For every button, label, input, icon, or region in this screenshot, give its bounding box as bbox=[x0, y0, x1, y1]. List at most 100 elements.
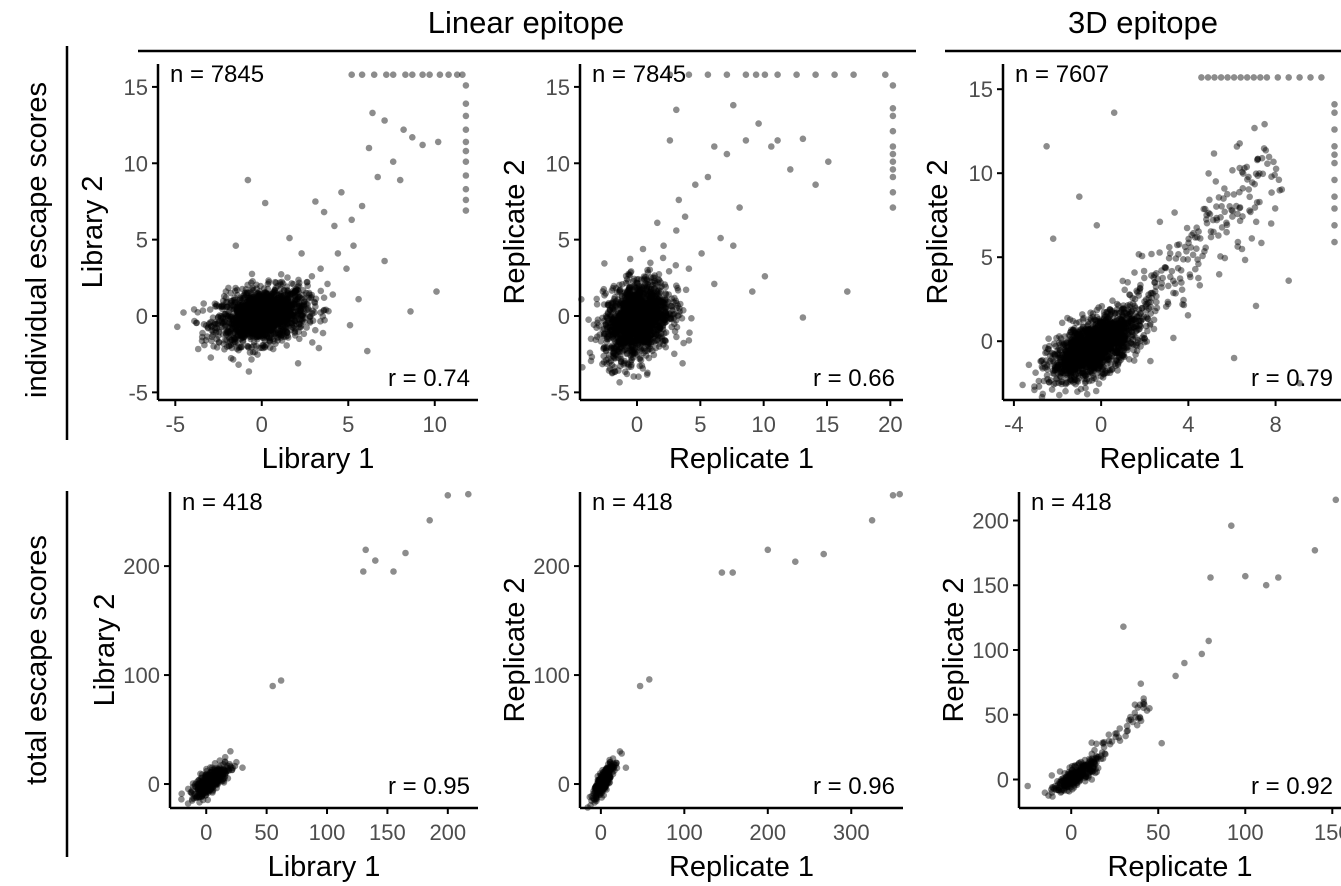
data-point bbox=[622, 296, 629, 304]
data-point bbox=[233, 328, 240, 336]
data-point bbox=[305, 306, 313, 314]
data-point bbox=[245, 311, 253, 319]
data-point bbox=[258, 306, 265, 314]
data-point bbox=[272, 301, 280, 309]
data-point bbox=[381, 257, 388, 265]
data-point bbox=[248, 330, 256, 338]
data-point bbox=[685, 71, 693, 78]
data-point bbox=[672, 262, 680, 269]
data-point bbox=[619, 324, 627, 332]
data-point bbox=[1125, 343, 1132, 350]
data-point bbox=[268, 311, 276, 318]
data-point bbox=[673, 106, 680, 114]
data-point bbox=[217, 312, 225, 320]
data-point bbox=[402, 71, 409, 78]
data-point bbox=[256, 324, 264, 331]
data-point bbox=[585, 316, 592, 324]
data-point bbox=[255, 329, 263, 337]
data-point bbox=[293, 296, 301, 303]
data-point bbox=[248, 308, 256, 315]
data-point bbox=[291, 295, 299, 302]
data-point bbox=[261, 294, 269, 301]
x-tick-label: -5 bbox=[166, 412, 186, 437]
data-point bbox=[240, 307, 248, 314]
data-point bbox=[246, 301, 253, 308]
data-point bbox=[298, 295, 305, 302]
data-point bbox=[723, 71, 731, 78]
data-point bbox=[662, 329, 670, 336]
data-point bbox=[256, 290, 264, 298]
data-point bbox=[889, 127, 897, 135]
data-point bbox=[245, 294, 253, 302]
data-point bbox=[1178, 279, 1185, 286]
data-point bbox=[673, 227, 680, 234]
data-point bbox=[292, 287, 300, 295]
data-point bbox=[201, 341, 208, 349]
data-point bbox=[275, 309, 282, 317]
data-point bbox=[1071, 345, 1078, 353]
data-point bbox=[241, 318, 249, 326]
data-point bbox=[736, 204, 743, 211]
data-point bbox=[273, 290, 280, 297]
data-point bbox=[237, 329, 244, 337]
data-point bbox=[1092, 387, 1100, 395]
data-point bbox=[227, 297, 235, 305]
data-point bbox=[671, 350, 678, 358]
data-point bbox=[209, 331, 217, 339]
data-point bbox=[257, 329, 265, 336]
data-point bbox=[267, 327, 275, 334]
data-point bbox=[1072, 335, 1079, 342]
data-point bbox=[256, 313, 264, 321]
data-point bbox=[257, 301, 265, 308]
data-point bbox=[280, 317, 287, 325]
data-point bbox=[264, 299, 271, 307]
data-point bbox=[281, 305, 288, 312]
data-point bbox=[319, 329, 327, 337]
data-point bbox=[256, 302, 264, 310]
data-point bbox=[241, 304, 249, 312]
data-point bbox=[276, 319, 284, 326]
data-point bbox=[274, 300, 281, 307]
data-point bbox=[292, 296, 299, 303]
data-point bbox=[261, 307, 269, 314]
data-point bbox=[280, 325, 287, 333]
data-point bbox=[1159, 274, 1166, 282]
data-point bbox=[613, 317, 621, 325]
data-point bbox=[1258, 239, 1265, 247]
data-point bbox=[646, 266, 654, 274]
data-point bbox=[1093, 340, 1101, 348]
data-point bbox=[281, 319, 288, 326]
x-tick-label: 10 bbox=[751, 412, 775, 437]
data-point bbox=[292, 325, 299, 333]
data-point bbox=[260, 322, 267, 330]
data-point bbox=[260, 314, 268, 322]
data-point bbox=[601, 260, 608, 267]
data-point bbox=[241, 319, 249, 327]
data-point bbox=[621, 368, 629, 376]
data-point bbox=[248, 303, 256, 311]
data-point bbox=[679, 360, 686, 367]
y-tick-label: 0 bbox=[558, 304, 570, 329]
data-point bbox=[263, 304, 270, 312]
data-point bbox=[294, 307, 302, 314]
data-point bbox=[749, 288, 756, 295]
data-point bbox=[255, 325, 263, 333]
data-point bbox=[717, 234, 724, 242]
data-point bbox=[287, 300, 295, 308]
data-point bbox=[634, 333, 642, 341]
data-point bbox=[227, 306, 234, 313]
data-point bbox=[295, 302, 303, 310]
data-point bbox=[311, 299, 319, 307]
data-point bbox=[608, 345, 615, 353]
x-tick-label: 20 bbox=[878, 412, 902, 437]
data-point bbox=[290, 289, 298, 297]
data-point bbox=[889, 166, 897, 173]
data-point bbox=[279, 323, 286, 331]
data-point bbox=[673, 333, 680, 341]
data-point bbox=[231, 299, 239, 307]
data-point bbox=[248, 329, 256, 336]
data-point bbox=[1079, 316, 1087, 323]
data-point bbox=[275, 291, 283, 299]
data-point bbox=[633, 276, 641, 283]
data-point bbox=[240, 321, 247, 329]
